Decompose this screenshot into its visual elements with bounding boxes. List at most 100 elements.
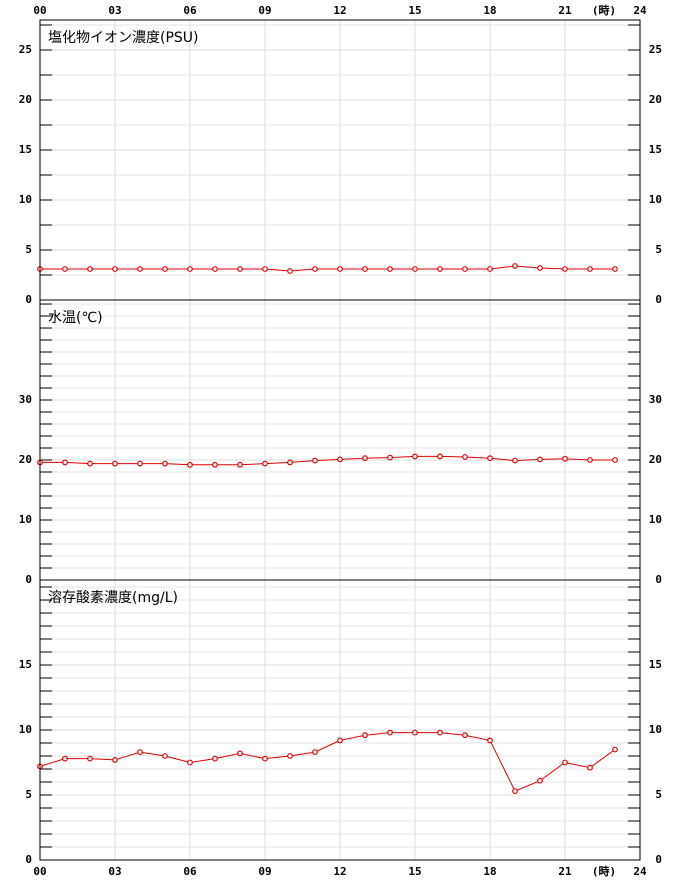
y-tick-label: 5 (655, 243, 662, 256)
data-point (237, 461, 243, 468)
data-point (212, 755, 218, 762)
x-tick-label: 18 (483, 4, 496, 17)
data-point (487, 455, 493, 462)
data-point (312, 457, 318, 464)
data-point (587, 764, 593, 771)
y-tick-label: 10 (649, 513, 662, 526)
x-tick-label: 18 (483, 865, 496, 878)
x-unit-label: (時) (592, 3, 616, 17)
y-tick-label: 25 (19, 43, 32, 56)
data-point (412, 266, 418, 272)
data-line (39, 732, 616, 792)
y-tick-label: 10 (649, 723, 662, 736)
data-point (137, 460, 143, 467)
data-point (137, 266, 143, 272)
x-tick-label: 03 (108, 865, 121, 878)
data-point (62, 266, 68, 272)
data-point (387, 729, 393, 736)
data-point (87, 266, 93, 272)
y-tick-label: 30 (19, 393, 32, 406)
x-unit-label: (時) (592, 864, 616, 878)
data-point (312, 749, 318, 756)
data-point (62, 755, 68, 762)
y-tick-label: 5 (25, 788, 32, 801)
data-point (437, 453, 443, 460)
data-point (87, 755, 93, 762)
data-point (537, 265, 543, 271)
data-point (262, 755, 268, 762)
data-point (587, 266, 593, 272)
data-point (362, 266, 368, 272)
data-point (287, 459, 293, 466)
x-tick-label: 21 (558, 4, 572, 17)
y-tick-label: 0 (655, 853, 662, 866)
data-point (337, 737, 343, 744)
data-point (287, 268, 293, 274)
data-point (262, 460, 268, 467)
x-tick-label: 03 (108, 4, 121, 17)
data-point (437, 266, 443, 272)
data-point (162, 753, 168, 759)
data-point (112, 460, 118, 467)
y-tick-label: 10 (19, 193, 32, 206)
data-point (62, 459, 68, 466)
x-tick-label: 12 (333, 865, 346, 878)
data-point (137, 749, 143, 756)
panel-title: 溶存酸素濃度(mg/L) (48, 590, 178, 606)
data-point (262, 266, 268, 272)
y-tick-label: 10 (19, 513, 32, 526)
x-tick-label: 00 (33, 865, 46, 878)
x-tick-label: 15 (408, 865, 421, 878)
data-point (187, 461, 193, 468)
x-tick-label: 09 (258, 865, 271, 878)
y-tick-label: 5 (655, 788, 662, 801)
y-tick-label: 0 (25, 293, 32, 306)
data-point (112, 757, 118, 763)
y-tick-label: 30 (649, 393, 662, 406)
data-point (312, 266, 318, 272)
panel-title: 水温(℃) (48, 310, 103, 326)
data-point (237, 266, 243, 272)
y-tick-label: 10 (649, 193, 662, 206)
data-point (437, 729, 443, 736)
data-line (40, 455, 615, 466)
data-point (237, 750, 243, 757)
y-tick-label: 0 (25, 573, 32, 586)
data-point (587, 457, 593, 463)
data-point (512, 263, 518, 269)
y-tick-label: 20 (19, 93, 32, 106)
data-point (212, 461, 218, 468)
y-tick-label: 15 (649, 143, 662, 156)
plot-frame (39, 19, 641, 861)
data-point (487, 737, 493, 744)
data-point (537, 456, 543, 463)
x-tick-label: 24 (633, 865, 647, 878)
y-tick-label: 5 (25, 243, 32, 256)
data-point (212, 266, 218, 272)
data-line (40, 265, 615, 272)
x-tick-label: 12 (333, 4, 346, 17)
data-point (562, 759, 568, 766)
panel-title: 塩化物イオン濃度(PSU) (48, 30, 199, 46)
x-tick-label: 09 (258, 4, 271, 17)
data-point (362, 732, 368, 739)
data-point (337, 456, 343, 463)
x-tick-label: 06 (183, 4, 197, 17)
y-tick-label: 15 (649, 658, 662, 671)
data-point (487, 266, 493, 272)
data-point (462, 454, 468, 460)
data-point (387, 266, 393, 272)
data-point (537, 777, 543, 784)
data-point (412, 453, 418, 460)
data-point (612, 266, 618, 272)
data-point (462, 266, 468, 272)
y-tick-label: 0 (25, 853, 32, 866)
data-point (612, 746, 618, 753)
data-point (387, 454, 393, 461)
data-point (162, 266, 168, 272)
data-point (412, 729, 418, 736)
y-tick-label: 15 (19, 658, 32, 671)
y-tick-label: 15 (19, 143, 32, 156)
x-tick-label: 24 (633, 4, 647, 17)
